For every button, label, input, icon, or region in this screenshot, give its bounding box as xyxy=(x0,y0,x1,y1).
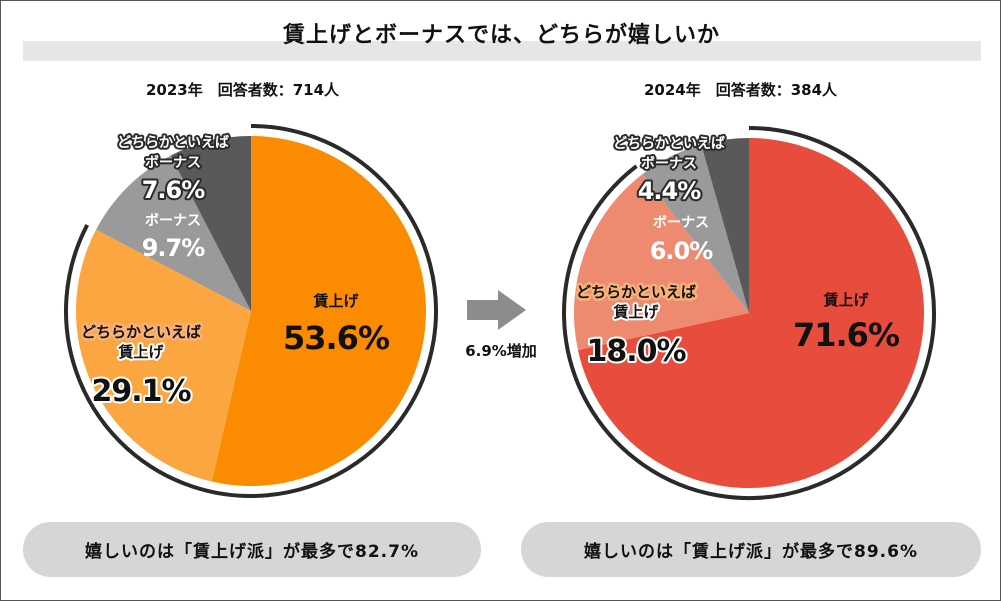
pie-chart-2023: 賃上げ53.6%どちらかといえば賃上げ29.1%ボーナス9.7%どちらかといえば… xyxy=(64,124,438,498)
slice-label-2024-bonus-name: ボーナス xyxy=(653,215,709,231)
slice-label-2024-wage-increase-percent: 71.6% xyxy=(793,316,900,354)
slice-label-2023-somewhat-bonus-name: ボーナス xyxy=(145,155,201,171)
slice-label-2024-somewhat-bonus-name: ボーナス xyxy=(641,156,697,172)
summary-2024: 嬉しいのは「賃上げ派」が最多で89.6% xyxy=(521,522,981,577)
pie-slice-2023-somewhat-wage-increase xyxy=(75,229,251,482)
slice-label-2023-bonus: ボーナス 9.7% xyxy=(142,213,207,262)
pie-slice-2024-bonus xyxy=(642,144,749,313)
slice-label-2023-somewhat-bonus-line1: どちらかといえば xyxy=(117,135,229,151)
summary-2024-text: 嬉しいのは「賃上げ派」が最多で89.6% xyxy=(584,542,918,562)
slice-label-2023-somewhat-bonus-percent: 7.6% xyxy=(142,176,206,204)
pie-slice-2023-wage-increase xyxy=(211,136,426,486)
slice-label-2024-bonus: ボーナス 6.0% xyxy=(650,215,715,265)
arrow-icon xyxy=(467,290,526,330)
pie-slice-2023-somewhat-bonus xyxy=(170,136,251,311)
chart-2024-subtitle: 2024年 回答者数：384人 xyxy=(644,81,838,99)
slice-label-2024-somewhat-wage-increase-name: 賃上げ xyxy=(612,303,659,321)
pie-chart-2024: 賃上げ71.6%どちらかといえば賃上げ18.0%ボーナス6.0%どちらかといえば… xyxy=(562,126,936,500)
slice-label-2024-somewhat-wage-increase-percent: 18.0% xyxy=(586,334,686,369)
summary-2023: 嬉しいのは「賃上げ派」が最多で82.7% xyxy=(23,522,481,577)
slice-label-2024-somewhat-bonus-percent: 4.4% xyxy=(638,177,702,205)
pie-slice-2023-bonus xyxy=(96,155,251,311)
slice-label-2023-bonus-name: ボーナス xyxy=(145,213,201,229)
title-bar xyxy=(23,41,981,61)
pie-slice-2024-somewhat-wage-increase xyxy=(574,174,749,351)
increase-label: 6.9%増加 xyxy=(465,342,537,360)
slice-label-2023-somewhat-wage-increase-percent: 29.1% xyxy=(91,374,191,409)
slice-label-2024-wage-increase-name: 賃上げ xyxy=(822,291,869,309)
bracket-arc-2023-wage xyxy=(64,124,438,498)
slice-label-2024-somewhat-bonus-line1: どちらかといえば xyxy=(613,136,725,152)
slice-label-2023-wage-increase-name: 賃上げ xyxy=(312,292,359,310)
slice-label-2024-bonus-percent: 6.0% xyxy=(650,237,714,265)
pie-slice-2024-wage-increase xyxy=(577,138,924,489)
slice-label-2024-wage-increase: 賃上げ 71.6% xyxy=(793,291,901,354)
slice-label-2023-somewhat-wage-increase-name: 賃上げ xyxy=(117,343,164,361)
slice-label-2023-wage-increase: 賃上げ 53.6% xyxy=(283,292,391,357)
slice-label-2024-somewhat-wage-increase-line1: どちらかといえば xyxy=(576,283,696,301)
slice-label-2023-somewhat-wage-increase-line1: どちらかといえば xyxy=(81,323,201,341)
bracket-arc-2024-wage xyxy=(562,126,936,500)
summary-2023-text: 嬉しいのは「賃上げ派」が最多で82.7% xyxy=(85,542,419,562)
page-title: 賃上げとボーナスでは、どちらが嬉しいか xyxy=(282,23,720,48)
slice-label-2023-wage-increase-percent: 53.6% xyxy=(283,319,390,357)
slice-label-2023-bonus-percent: 9.7% xyxy=(142,234,206,262)
chart-2023-subtitle: 2023年 回答者数：714人 xyxy=(146,81,340,99)
pie-slice-2024-somewhat-bonus xyxy=(701,138,749,313)
